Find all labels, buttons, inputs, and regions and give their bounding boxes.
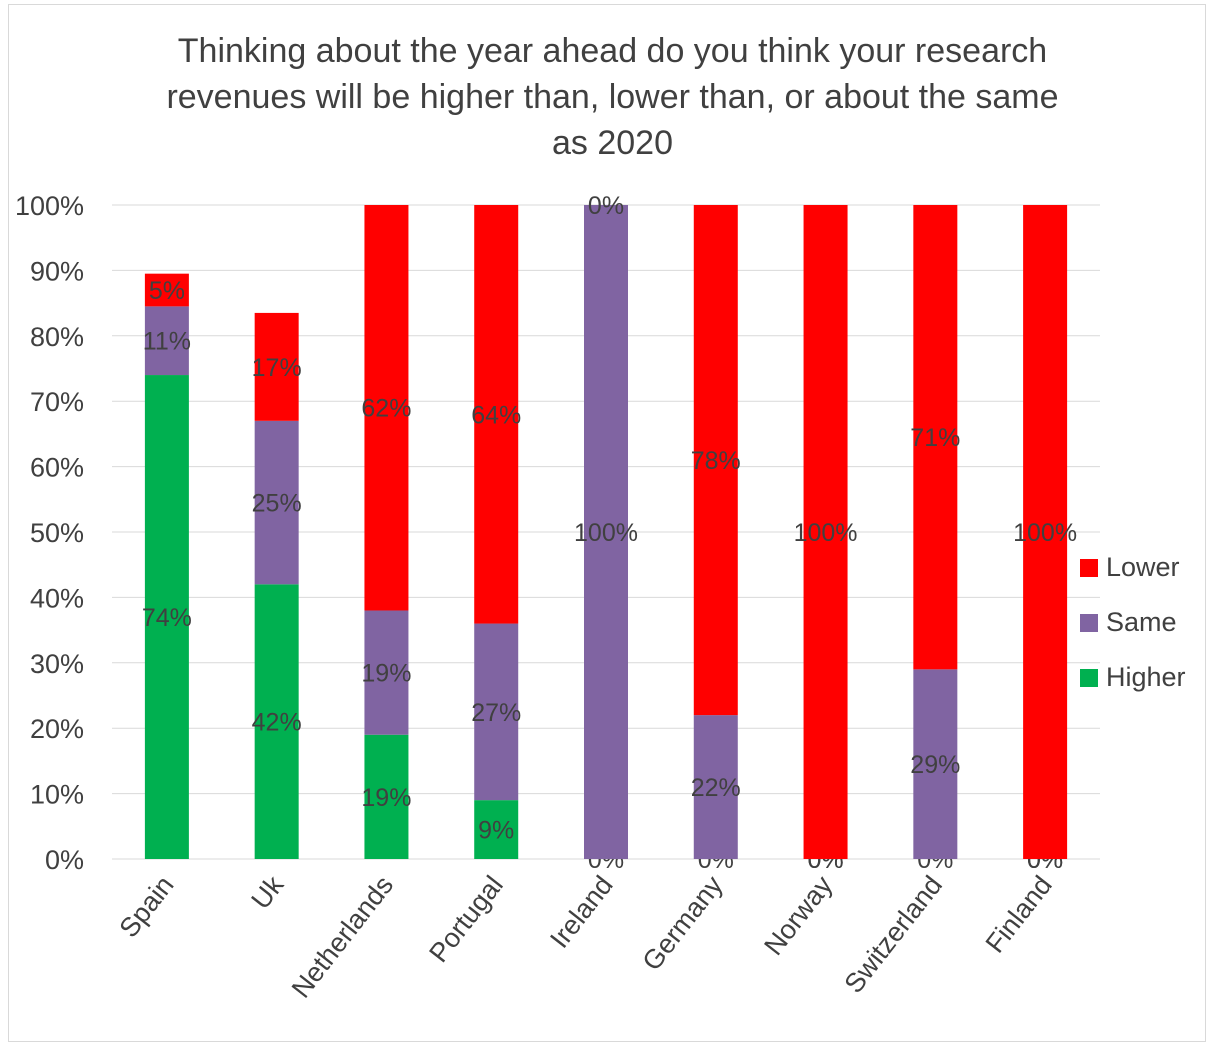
data-label-lower: 5%: [149, 277, 185, 305]
y-tick-label: 60%: [30, 453, 84, 483]
bar-segment-higher: [364, 734, 409, 859]
data-label-lower: 100%: [794, 519, 858, 547]
x-category-label: Spain: [113, 870, 179, 943]
data-label-same: 19%: [361, 660, 411, 688]
legend-swatch-lower: [1080, 558, 1098, 577]
bar-segment-higher: [474, 800, 519, 859]
bar-segment-same: [693, 715, 738, 859]
bar-segment-higher: [144, 375, 189, 859]
legend-item-lower: Lower: [1080, 540, 1186, 595]
data-label-same: 100%: [574, 519, 638, 547]
y-tick-label: 40%: [30, 583, 84, 613]
x-category-label: Norway: [758, 870, 838, 961]
data-label-lower: 78%: [691, 447, 741, 475]
bar-segment-lower: [1023, 205, 1068, 859]
data-label-lower: 71%: [910, 424, 960, 452]
x-category-label: Uk: [245, 870, 289, 915]
data-label-same: 29%: [910, 751, 960, 779]
chart-title-line-2: revenues will be higher than, lower than…: [166, 78, 1059, 116]
legend-label-higher: Higher: [1106, 662, 1186, 692]
legend-swatch-same: [1080, 613, 1098, 632]
bar-segment-lower: [254, 312, 299, 421]
y-tick-label: 100%: [15, 191, 84, 221]
chart-title: Thinking about the year ahead do you thi…: [100, 28, 1125, 166]
bar-segment-same: [474, 623, 519, 801]
data-label-lower: 17%: [252, 354, 302, 382]
x-category-label: Germany: [636, 870, 728, 976]
x-category-label: Netherlands: [286, 870, 399, 1003]
bar-segment-lower: [693, 205, 738, 716]
bar-segment-lower: [474, 205, 519, 624]
y-tick-label: 10%: [30, 780, 84, 810]
bar-segment-lower: [144, 273, 189, 307]
data-label-higher: 42%: [252, 709, 302, 737]
legend-item-higher: Higher: [1080, 650, 1186, 705]
y-tick-label: 50%: [30, 518, 84, 548]
bar-segment-same: [913, 669, 958, 859]
legend-item-same: Same: [1080, 595, 1186, 650]
bar-segment-same: [254, 420, 299, 585]
bar-segment-same: [144, 306, 189, 376]
chart-title-line-3: as 2020: [552, 124, 673, 162]
x-category-label: Portugal: [423, 870, 509, 968]
y-tick-label: 70%: [30, 387, 84, 417]
data-label-same: 27%: [471, 699, 521, 727]
x-category-label: Finland: [980, 870, 1058, 958]
data-label-same: 22%: [691, 774, 741, 802]
legend-label-same: Same: [1106, 607, 1177, 637]
data-label-same: 25%: [252, 490, 302, 518]
y-tick-label: 30%: [30, 649, 84, 679]
bar-segment-lower: [364, 205, 409, 611]
x-category-label: Switzerland: [838, 870, 948, 998]
data-label-lower: 0%: [588, 192, 624, 220]
chart-title-line-1: Thinking about the year ahead do you thi…: [177, 32, 1048, 70]
legend-label-lower: Lower: [1106, 552, 1180, 582]
data-label-higher: 9%: [478, 817, 514, 845]
chart-legend: Lower Same Higher: [1080, 540, 1186, 705]
data-label-higher: 74%: [142, 604, 192, 632]
data-label-lower: 62%: [361, 395, 411, 423]
x-category-label: Ireland: [544, 870, 618, 954]
legend-swatch-higher: [1080, 668, 1098, 687]
data-label-higher: 19%: [361, 784, 411, 812]
y-tick-label: 80%: [30, 322, 84, 352]
bar-segment-same: [584, 205, 628, 859]
y-tick-label: 0%: [45, 845, 84, 875]
bar-segment-lower: [803, 205, 848, 859]
data-label-same: 11%: [143, 328, 191, 356]
bar-segment-same: [364, 610, 409, 735]
bar-segment-higher: [254, 584, 299, 859]
bar-segment-lower: [913, 205, 958, 670]
y-tick-label: 90%: [30, 256, 84, 286]
data-label-lower: 100%: [1013, 519, 1077, 547]
data-label-lower: 64%: [471, 401, 521, 429]
y-tick-label: 20%: [30, 714, 84, 744]
